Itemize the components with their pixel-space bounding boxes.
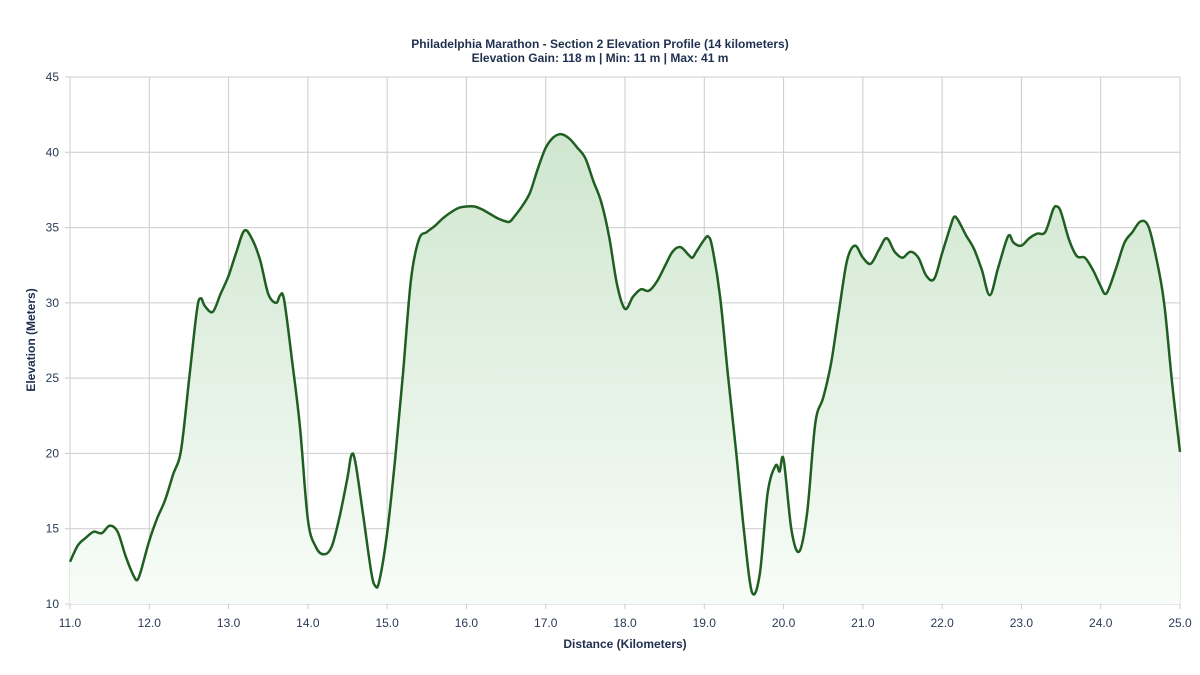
x-tick-label: 12.0 — [138, 616, 162, 630]
x-tick-label: 18.0 — [613, 616, 637, 630]
x-tick-label: 11.0 — [59, 616, 82, 630]
y-tick-label: 20 — [46, 446, 60, 460]
elevation-line — [68, 132, 1182, 596]
x-tick-label: 14.0 — [296, 616, 320, 630]
x-tick-label: 15.0 — [375, 616, 399, 630]
elevation-area-fill — [70, 134, 1180, 605]
y-tick-label: 45 — [46, 70, 60, 84]
x-tick-label: 17.0 — [534, 616, 558, 630]
x-tick-label: 24.0 — [1089, 616, 1113, 630]
x-axis-title: Distance (Kilometers) — [563, 637, 686, 651]
x-tick-label: 19.0 — [693, 616, 717, 630]
chart-title: Philadelphia Marathon - Section 2 Elevat… — [411, 37, 789, 51]
y-tick-label: 25 — [46, 371, 60, 385]
y-tick-label: 35 — [46, 221, 60, 235]
x-tick-label: 25.0 — [1168, 616, 1192, 630]
y-tick-label: 15 — [46, 522, 60, 536]
x-tick-label: 21.0 — [851, 616, 875, 630]
y-tick-label: 40 — [46, 145, 60, 159]
y-axis-title: Elevation (Meters) — [24, 288, 38, 391]
y-tick-label: 30 — [46, 296, 60, 310]
chart-subtitle: Elevation Gain: 118 m | Min: 11 m | Max:… — [471, 51, 729, 65]
y-axis-ticks: 10 15 20 25 30 35 40 45 — [46, 70, 60, 611]
x-tick-label: 22.0 — [930, 616, 954, 630]
y-tick-label: 10 — [46, 597, 60, 611]
x-tick-label: 20.0 — [772, 616, 796, 630]
x-axis-ticks: 11.0 12.0 13.0 14.0 15.0 16.0 17.0 18.0 19.0 20.0… — [59, 616, 1192, 630]
x-tick-label: 13.0 — [217, 616, 241, 630]
x-tick-label: 23.0 — [1010, 616, 1034, 630]
x-tick-label: 16.0 — [455, 616, 479, 630]
